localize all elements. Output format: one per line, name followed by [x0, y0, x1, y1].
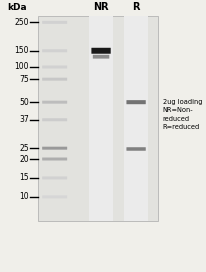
Text: 50: 50: [19, 98, 29, 107]
FancyBboxPatch shape: [126, 100, 145, 104]
Text: 20: 20: [19, 154, 29, 163]
Text: 150: 150: [14, 46, 29, 55]
Text: kDa: kDa: [7, 3, 27, 12]
Text: NR: NR: [93, 2, 108, 13]
FancyBboxPatch shape: [42, 118, 67, 121]
Text: 10: 10: [19, 192, 29, 201]
Text: 100: 100: [14, 63, 29, 72]
Text: 75: 75: [19, 75, 29, 84]
Bar: [88, 16, 113, 221]
FancyBboxPatch shape: [42, 195, 67, 198]
Bar: [37, 16, 157, 221]
FancyBboxPatch shape: [126, 147, 145, 151]
FancyBboxPatch shape: [42, 66, 67, 69]
FancyBboxPatch shape: [42, 157, 67, 160]
Bar: [123, 16, 148, 221]
FancyBboxPatch shape: [91, 48, 110, 54]
FancyBboxPatch shape: [42, 177, 67, 180]
Text: 15: 15: [19, 174, 29, 183]
Text: 250: 250: [14, 18, 29, 27]
Text: 37: 37: [19, 115, 29, 124]
FancyBboxPatch shape: [42, 147, 67, 150]
Text: 25: 25: [19, 144, 29, 153]
FancyBboxPatch shape: [42, 49, 67, 52]
Text: R: R: [132, 2, 139, 13]
FancyBboxPatch shape: [42, 78, 67, 81]
Text: 2ug loading
NR=Non-
reduced
R=reduced: 2ug loading NR=Non- reduced R=reduced: [162, 99, 201, 130]
FancyBboxPatch shape: [42, 21, 67, 24]
FancyBboxPatch shape: [92, 55, 109, 58]
FancyBboxPatch shape: [42, 101, 67, 104]
